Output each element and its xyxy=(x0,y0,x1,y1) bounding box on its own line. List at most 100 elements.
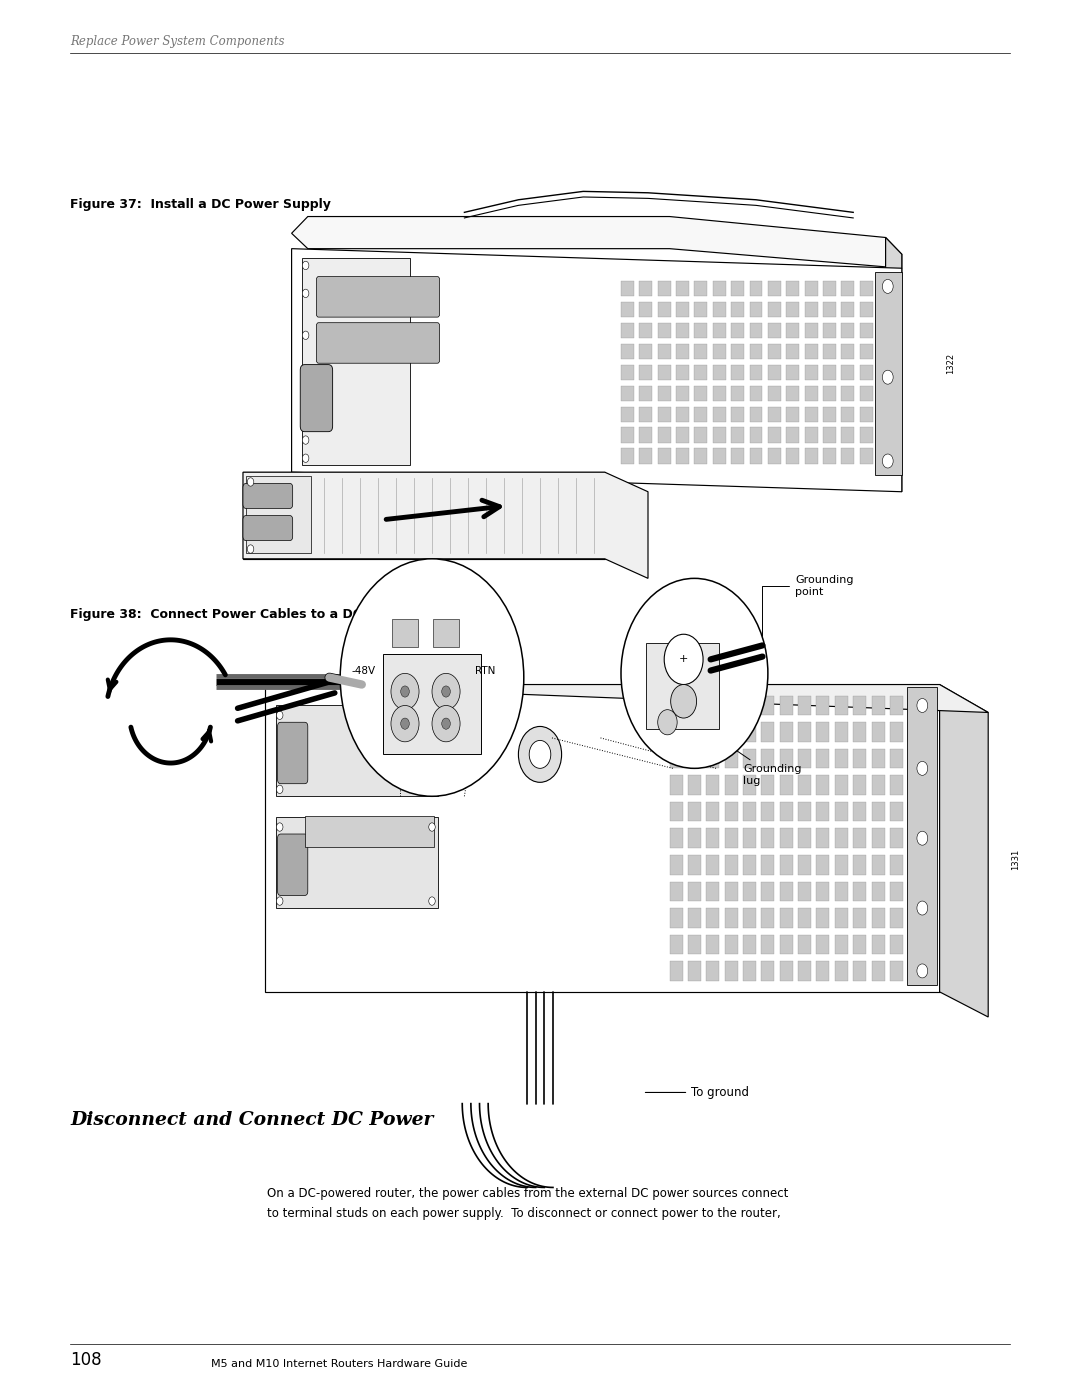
Bar xyxy=(670,696,683,715)
FancyBboxPatch shape xyxy=(300,365,333,432)
Bar xyxy=(706,749,719,768)
Bar xyxy=(725,828,738,848)
Bar xyxy=(750,427,762,443)
Bar xyxy=(816,882,829,901)
Bar xyxy=(872,882,885,901)
Bar xyxy=(694,302,707,317)
Bar xyxy=(805,323,818,338)
Bar xyxy=(731,448,744,464)
Bar xyxy=(816,722,829,742)
Text: Grounding
lug: Grounding lug xyxy=(707,731,801,785)
Bar xyxy=(786,302,799,317)
Bar xyxy=(621,302,634,317)
Circle shape xyxy=(247,478,254,486)
Bar xyxy=(750,281,762,296)
Bar xyxy=(835,961,848,981)
Bar xyxy=(841,427,854,443)
Bar xyxy=(798,855,811,875)
Circle shape xyxy=(882,370,893,384)
Bar xyxy=(731,302,744,317)
Bar xyxy=(841,323,854,338)
Bar xyxy=(872,935,885,954)
Bar xyxy=(706,828,719,848)
Circle shape xyxy=(391,705,419,742)
Bar xyxy=(688,828,701,848)
Bar xyxy=(639,344,652,359)
Bar xyxy=(823,427,836,443)
Circle shape xyxy=(429,711,435,719)
Circle shape xyxy=(917,761,928,775)
Bar xyxy=(750,448,762,464)
Bar xyxy=(694,344,707,359)
Bar xyxy=(658,407,671,422)
Bar xyxy=(816,802,829,821)
Bar xyxy=(750,365,762,380)
Circle shape xyxy=(276,823,283,831)
Bar xyxy=(890,749,903,768)
Bar xyxy=(907,687,937,985)
Bar xyxy=(798,802,811,821)
Circle shape xyxy=(302,454,309,462)
Text: On a DC-powered router, the power cables from the external DC power sources conn: On a DC-powered router, the power cables… xyxy=(267,1187,788,1200)
Bar xyxy=(768,407,781,422)
Bar xyxy=(743,775,756,795)
Bar xyxy=(805,302,818,317)
Bar xyxy=(890,722,903,742)
Bar xyxy=(890,882,903,901)
FancyBboxPatch shape xyxy=(278,834,308,895)
Bar xyxy=(761,696,774,715)
Bar xyxy=(706,908,719,928)
Bar xyxy=(768,427,781,443)
Circle shape xyxy=(247,545,254,553)
Bar xyxy=(658,448,671,464)
Bar xyxy=(731,407,744,422)
Bar xyxy=(621,323,634,338)
Bar xyxy=(823,323,836,338)
Bar xyxy=(761,722,774,742)
Bar xyxy=(786,365,799,380)
Bar xyxy=(621,281,634,296)
Circle shape xyxy=(429,897,435,905)
Circle shape xyxy=(302,261,309,270)
Circle shape xyxy=(302,373,309,381)
Bar xyxy=(835,722,848,742)
Bar xyxy=(890,908,903,928)
Bar xyxy=(835,908,848,928)
Bar xyxy=(853,961,866,981)
Bar xyxy=(670,855,683,875)
Bar xyxy=(305,816,434,847)
Bar xyxy=(731,344,744,359)
Circle shape xyxy=(429,823,435,831)
Bar xyxy=(639,448,652,464)
Bar xyxy=(694,427,707,443)
Bar xyxy=(853,828,866,848)
Bar xyxy=(798,722,811,742)
Bar xyxy=(725,961,738,981)
Bar xyxy=(694,323,707,338)
Bar xyxy=(872,722,885,742)
Circle shape xyxy=(442,686,450,697)
Polygon shape xyxy=(940,685,988,1017)
Bar xyxy=(725,882,738,901)
Bar xyxy=(823,281,836,296)
Bar xyxy=(875,272,902,475)
Text: Grounding
point: Grounding point xyxy=(762,576,853,636)
Polygon shape xyxy=(292,217,902,268)
Bar xyxy=(860,323,873,338)
Bar xyxy=(816,828,829,848)
Bar xyxy=(670,961,683,981)
Bar xyxy=(743,722,756,742)
Circle shape xyxy=(917,698,928,712)
Bar xyxy=(823,407,836,422)
Bar xyxy=(621,407,634,422)
Bar xyxy=(658,386,671,401)
Bar xyxy=(835,935,848,954)
Bar xyxy=(786,407,799,422)
Bar xyxy=(780,828,793,848)
Bar xyxy=(743,855,756,875)
Bar xyxy=(706,696,719,715)
Bar xyxy=(276,817,438,908)
Bar xyxy=(725,749,738,768)
Bar xyxy=(713,323,726,338)
Bar xyxy=(688,696,701,715)
